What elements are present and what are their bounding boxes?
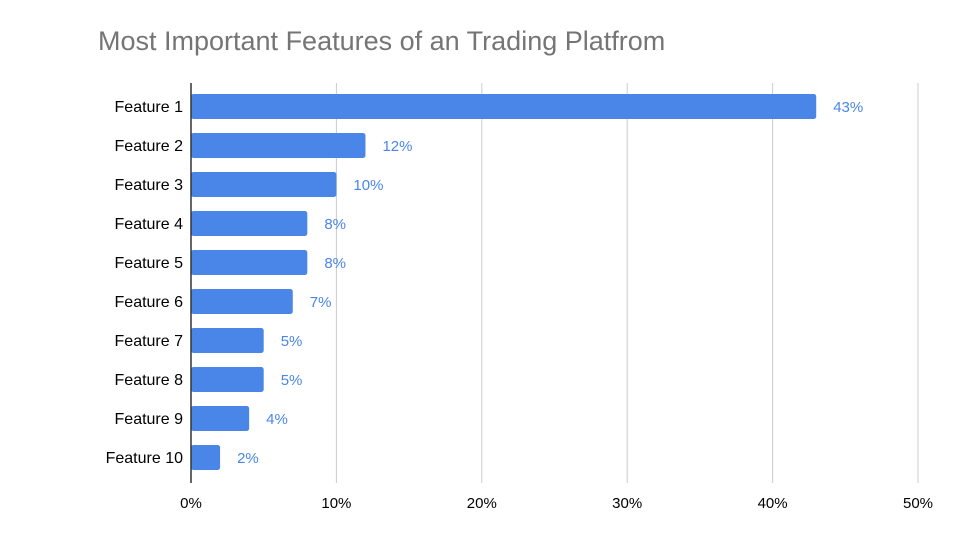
data-label-2: 12% — [382, 138, 412, 155]
x-tick-label-4: 40% — [758, 495, 788, 512]
bar-1 — [191, 94, 817, 119]
chart-title: Most Important Features of an Trading Pl… — [98, 26, 666, 56]
category-label-9: Feature 9 — [115, 411, 184, 428]
category-label-2: Feature 2 — [115, 138, 184, 155]
bar-7 — [191, 328, 264, 353]
bar-2 — [191, 133, 366, 158]
data-label-1: 43% — [833, 99, 863, 116]
data-label-4: 8% — [324, 216, 346, 233]
bar-9 — [191, 406, 250, 431]
x-tick-label-3: 30% — [612, 495, 642, 512]
data-label-9: 4% — [266, 411, 288, 428]
bar-6 — [191, 289, 293, 314]
data-label-6: 7% — [310, 294, 332, 311]
category-label-10: Feature 10 — [106, 450, 183, 467]
category-label-7: Feature 7 — [115, 333, 184, 350]
x-tick-label-1: 10% — [321, 495, 351, 512]
x-tick-label-5: 50% — [903, 495, 933, 512]
x-tick-label-2: 20% — [467, 495, 497, 512]
data-label-7: 5% — [281, 333, 303, 350]
bar-8 — [191, 367, 264, 392]
category-label-3: Feature 3 — [115, 177, 184, 194]
data-label-3: 10% — [353, 177, 383, 194]
bar-3 — [191, 172, 337, 197]
bar-10 — [191, 445, 221, 470]
data-label-8: 5% — [281, 372, 303, 389]
data-label-10: 2% — [237, 450, 259, 467]
category-label-6: Feature 6 — [115, 294, 184, 311]
category-label-8: Feature 8 — [115, 372, 184, 389]
category-label-1: Feature 1 — [115, 99, 184, 116]
bar-5 — [191, 250, 308, 275]
bar-4 — [191, 211, 308, 236]
category-label-4: Feature 4 — [115, 216, 184, 233]
category-label-5: Feature 5 — [115, 255, 184, 272]
data-label-5: 8% — [324, 255, 346, 272]
x-tick-label-0: 0% — [180, 495, 202, 512]
